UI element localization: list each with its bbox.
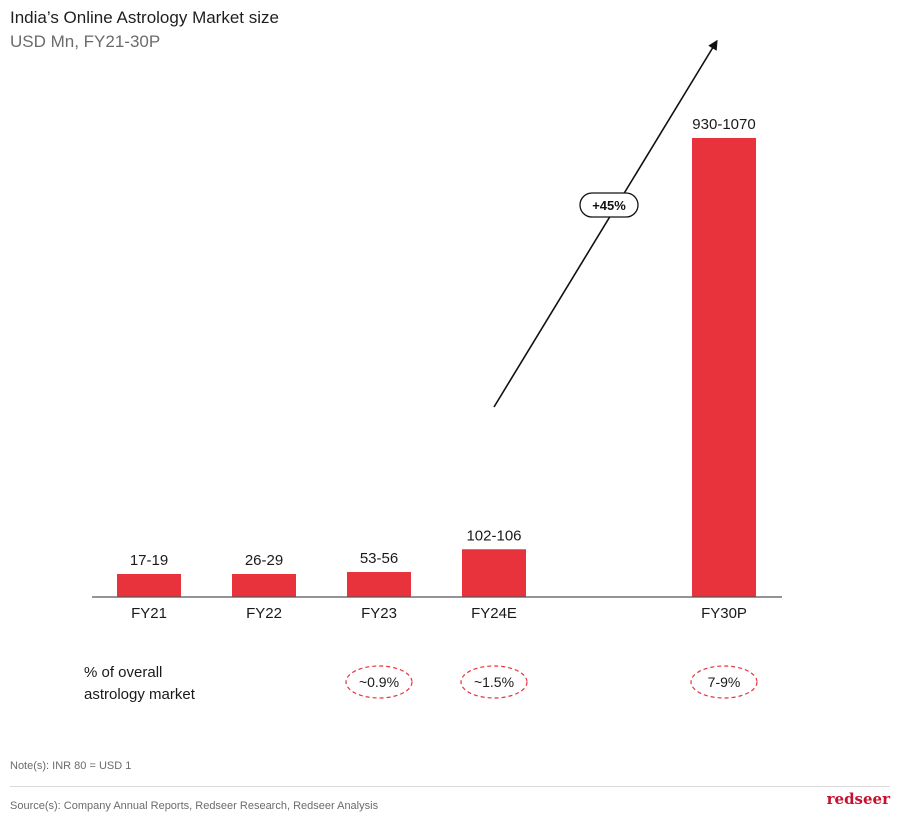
share-circle	[460, 665, 528, 699]
share-row-label-line1: % of overall	[84, 664, 163, 681]
share-value: 7-9%	[708, 674, 741, 690]
bar-fy23	[347, 571, 411, 597]
share-row-label-line2: astrology market	[84, 686, 195, 703]
source-note: Source(s): Company Annual Reports, Redse…	[10, 800, 379, 812]
data-label: 102-106	[466, 527, 521, 544]
share-value: ~1.5%	[474, 674, 514, 690]
data-label: 26-29	[245, 552, 283, 569]
data-label: 17-19	[130, 552, 168, 569]
data-label: 53-56	[360, 550, 398, 567]
footnote: Note(s): INR 80 = USD 1	[10, 760, 132, 772]
bar-chart: 17-19 26-29 53-56 102-106 930-1070 FY21 FY22 F…	[92, 39, 782, 699]
share-circle	[345, 665, 413, 699]
chart-subtitle: USD Mn, FY21-30P	[10, 32, 161, 51]
x-tick-label: FY23	[361, 605, 397, 622]
growth-arrow	[493, 39, 718, 408]
share-value: ~0.9%	[359, 674, 399, 690]
x-tick-label: FY24E	[471, 605, 517, 622]
chart-title: India’s Online Astrology Market size	[10, 8, 279, 27]
x-tick-label: FY30P	[701, 605, 747, 622]
bar-fy22	[232, 574, 296, 597]
share-circle	[690, 665, 758, 699]
bar-fy21	[117, 574, 181, 597]
x-tick-label: FY21	[131, 605, 167, 622]
share-row-label: % of overall astrology market	[84, 662, 195, 706]
footer-divider	[10, 786, 890, 787]
growth-badge	[579, 192, 639, 218]
bar-fy24e	[462, 549, 526, 597]
bar-fy30p	[692, 138, 756, 597]
x-tick-label: FY22	[246, 605, 282, 622]
growth-label: +45%	[592, 198, 626, 213]
data-label: 930-1070	[692, 116, 755, 133]
redseer-logo: redseer	[826, 790, 890, 808]
